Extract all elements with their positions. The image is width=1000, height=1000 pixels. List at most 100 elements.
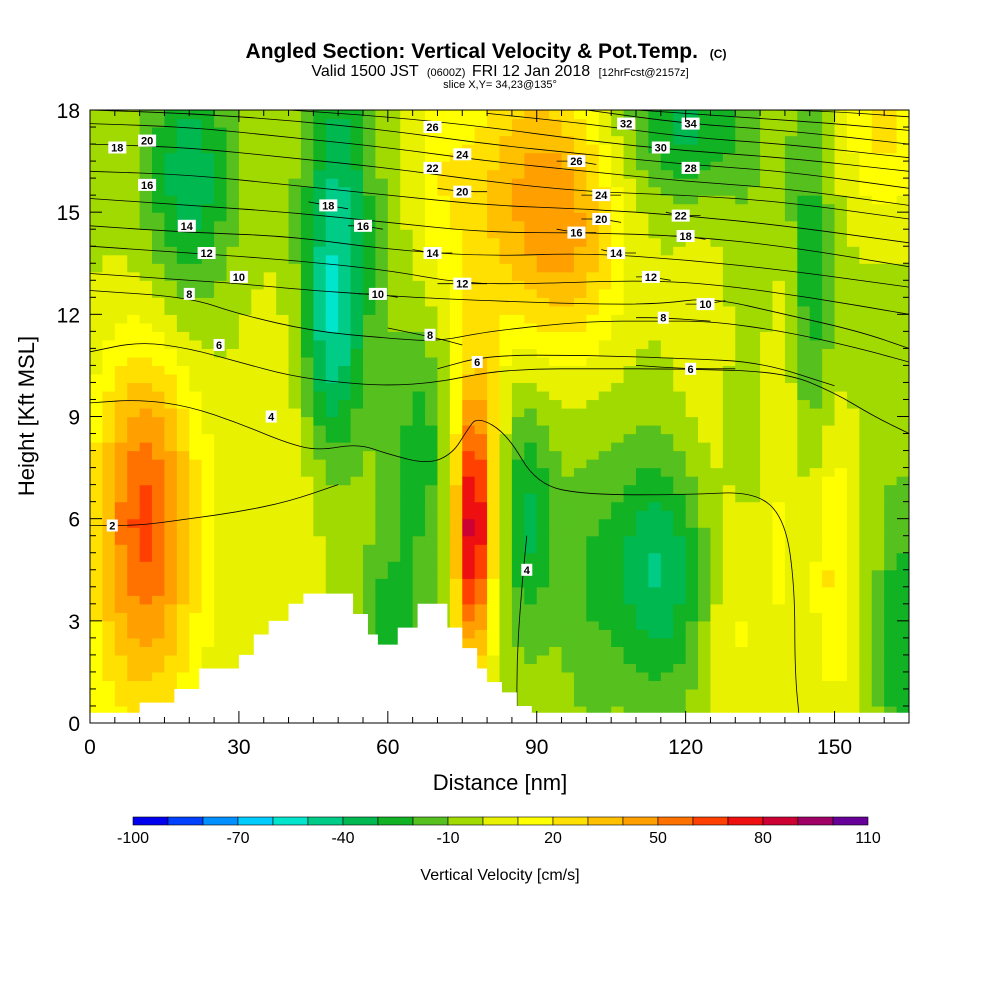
velocity-cell xyxy=(747,620,761,630)
velocity-cell xyxy=(164,578,178,588)
velocity-cell xyxy=(363,450,377,460)
velocity-cell xyxy=(859,416,873,426)
velocity-cell xyxy=(499,382,513,392)
velocity-cell xyxy=(760,365,774,375)
velocity-cell xyxy=(313,365,327,375)
velocity-cell xyxy=(114,654,128,664)
velocity-cell xyxy=(784,425,798,435)
velocity-cell xyxy=(586,493,600,503)
velocity-cell xyxy=(251,118,265,128)
velocity-cell xyxy=(226,144,240,154)
velocity-cell xyxy=(772,688,786,699)
velocity-cell xyxy=(375,612,389,622)
velocity-cell xyxy=(425,382,439,392)
contour-label-bg xyxy=(213,339,225,351)
velocity-cell xyxy=(710,254,724,264)
velocity-cell xyxy=(573,186,587,196)
velocity-cell xyxy=(114,425,128,435)
velocity-cell xyxy=(90,518,104,528)
velocity-cell xyxy=(846,229,860,239)
velocity-cell xyxy=(511,663,525,673)
velocity-cell xyxy=(462,288,476,298)
velocity-cell xyxy=(586,237,600,247)
velocity-cell xyxy=(238,390,252,401)
velocity-cell xyxy=(809,654,823,664)
velocity-cell xyxy=(784,569,798,579)
velocity-cell xyxy=(685,169,699,179)
velocity-cell xyxy=(561,314,575,324)
velocity-cell xyxy=(648,135,662,145)
velocity-cell xyxy=(375,348,389,358)
velocity-cell xyxy=(710,416,724,426)
velocity-cell xyxy=(896,178,909,188)
velocity-cell xyxy=(487,220,501,230)
velocity-cell xyxy=(152,544,166,554)
velocity-cell xyxy=(164,220,178,230)
velocity-cell xyxy=(152,237,166,247)
velocity-cell xyxy=(251,552,265,562)
velocity-cell xyxy=(884,544,898,554)
velocity-cell xyxy=(846,620,860,630)
velocity-cell xyxy=(598,373,612,384)
velocity-cell xyxy=(164,339,178,349)
velocity-cell xyxy=(549,544,563,554)
velocity-cell xyxy=(735,212,749,222)
velocity-cell xyxy=(487,654,501,664)
velocity-cell xyxy=(114,603,128,613)
velocity-cell xyxy=(363,254,377,264)
velocity-cell xyxy=(760,688,774,699)
velocity-cell xyxy=(487,450,501,460)
velocity-cell xyxy=(846,263,860,273)
velocity-cell xyxy=(809,365,823,375)
velocity-cell xyxy=(524,663,538,673)
velocity-cell xyxy=(288,578,302,588)
velocity-cell xyxy=(623,493,637,503)
velocity-cell xyxy=(412,518,426,528)
velocity-cell xyxy=(449,561,463,571)
velocity-cell xyxy=(176,373,190,384)
velocity-cell xyxy=(251,612,265,622)
velocity-cell xyxy=(834,161,848,171)
velocity-cell xyxy=(573,518,587,528)
velocity-cell xyxy=(834,110,848,120)
velocity-cell xyxy=(698,442,712,452)
vertical-velocity-field xyxy=(90,110,909,723)
velocity-cell xyxy=(214,348,228,358)
velocity-cell xyxy=(263,484,277,494)
velocity-cell xyxy=(251,169,265,179)
velocity-cell xyxy=(462,595,476,605)
velocity-cell xyxy=(114,271,128,281)
velocity-cell xyxy=(760,595,774,605)
velocity-cell xyxy=(611,433,625,443)
velocity-cell xyxy=(127,544,141,554)
velocity-cell xyxy=(586,271,600,281)
velocity-cell xyxy=(325,314,339,324)
velocity-cell xyxy=(573,246,587,256)
velocity-cell xyxy=(561,459,575,469)
velocity-cell xyxy=(623,425,637,435)
contour-label-8: 8 xyxy=(427,330,433,342)
velocity-cell xyxy=(127,178,141,188)
velocity-cell xyxy=(698,620,712,630)
velocity-cell xyxy=(859,629,873,639)
velocity-cell xyxy=(598,178,612,188)
velocity-cell xyxy=(102,203,116,213)
velocity-cell xyxy=(660,229,674,239)
velocity-cell xyxy=(822,399,836,409)
velocity-cell xyxy=(760,671,774,682)
velocity-cell xyxy=(127,203,141,213)
velocity-cell xyxy=(784,697,798,707)
velocity-cell xyxy=(511,118,525,128)
velocity-cell xyxy=(685,493,699,503)
velocity-cell xyxy=(127,680,141,690)
velocity-cell xyxy=(387,373,401,384)
velocity-cell xyxy=(176,382,190,392)
velocity-cell xyxy=(350,297,364,307)
velocity-cell xyxy=(325,348,339,358)
velocity-cell xyxy=(735,476,749,486)
velocity-cell xyxy=(747,305,761,315)
velocity-cell xyxy=(152,288,166,298)
velocity-cell xyxy=(363,348,377,358)
velocity-cell xyxy=(636,314,650,324)
velocity-cell xyxy=(846,246,860,256)
